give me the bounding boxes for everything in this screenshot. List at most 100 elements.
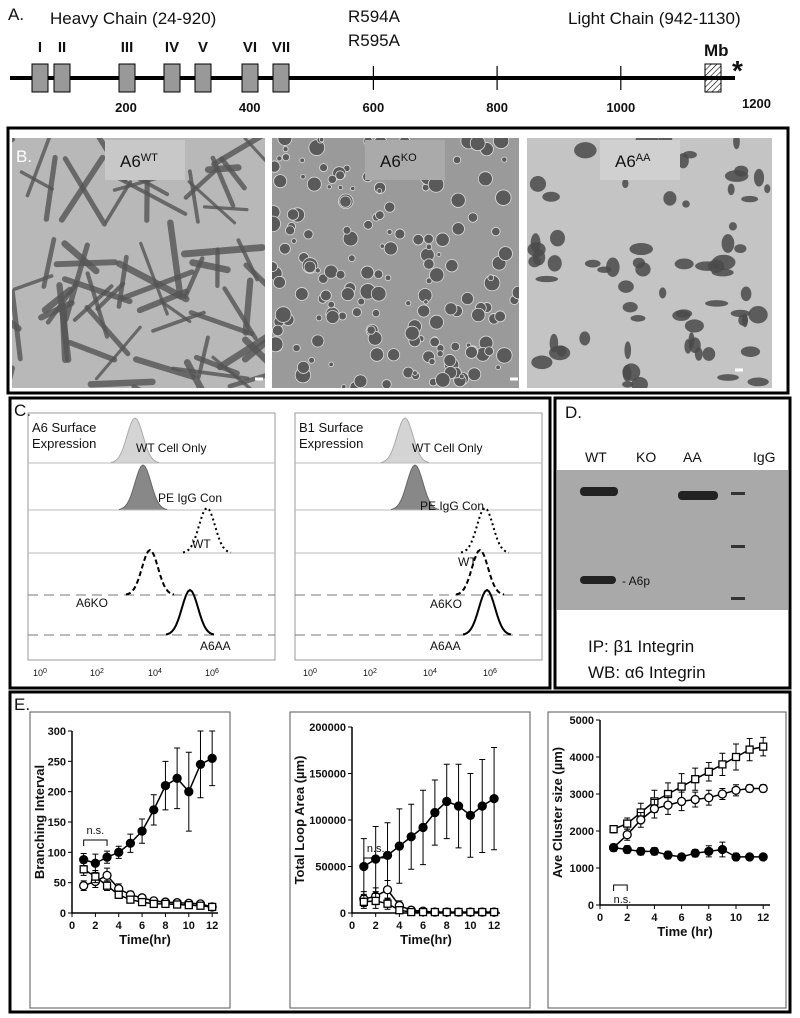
cell-cluster — [549, 333, 559, 353]
x-tick-label: 102 — [90, 668, 104, 679]
cell-cluster — [335, 269, 346, 280]
micrograph-texture — [12, 138, 771, 388]
y-tick-label: 1000 — [570, 863, 594, 875]
cell-cluster — [629, 242, 653, 256]
marker — [184, 787, 194, 797]
marker — [196, 901, 205, 910]
y-tick-label: 0 — [588, 900, 594, 912]
cell-network — [112, 174, 188, 216]
histogram — [110, 417, 160, 463]
cell-cluster — [360, 265, 375, 280]
x-tick-label: 2 — [92, 920, 98, 932]
marker — [359, 861, 369, 872]
domain — [272, 63, 290, 93]
ip-label: IP: β1 Integrin — [588, 637, 694, 656]
marker — [731, 752, 741, 762]
cell-cluster — [348, 254, 356, 262]
cell-cluster — [684, 319, 704, 333]
tick-base: 10 — [33, 668, 43, 678]
marker — [91, 872, 100, 881]
cell-cluster — [492, 138, 510, 149]
cell-cluster — [276, 155, 283, 162]
cell-network — [19, 170, 55, 191]
series-line — [613, 846, 764, 858]
ladder — [731, 597, 745, 600]
x-tick-label: 106 — [205, 668, 219, 679]
cell-cluster — [273, 174, 288, 189]
marker — [744, 783, 755, 794]
light-chain: Light Chain (942-1130) — [568, 9, 741, 28]
label: A6 — [120, 152, 141, 171]
marker — [718, 760, 727, 769]
panel-frame — [8, 396, 552, 690]
cell-cluster — [381, 379, 392, 388]
lane-label: IgG — [753, 449, 776, 465]
mutation: R594A — [348, 7, 401, 26]
cell-cluster — [702, 347, 716, 361]
cell-cluster — [285, 225, 296, 236]
cell-cluster — [435, 232, 450, 247]
band-label: - A6p — [622, 574, 650, 588]
chart: 0 50000 100000 150000 200000 0 2 4 6 8 10 12 Time(hr… — [289, 711, 531, 1009]
label: A6 — [615, 152, 636, 171]
cell-cluster — [353, 374, 368, 388]
marker — [208, 902, 217, 912]
x-tick-label: 8 — [706, 912, 712, 924]
marker — [394, 841, 405, 851]
label: A6 — [380, 152, 401, 171]
cell-cluster — [740, 346, 761, 357]
tick-base: 10 — [148, 668, 158, 678]
y-tick-label: 250 — [48, 756, 66, 768]
marker — [704, 767, 713, 776]
cell-network — [62, 156, 107, 227]
x-tick-label: 0 — [349, 920, 355, 932]
x-tick-label: 0 — [597, 912, 603, 924]
cell-network — [171, 366, 250, 381]
cell-network — [95, 281, 126, 311]
cell-cluster — [279, 242, 291, 255]
marker — [677, 782, 686, 791]
cell-cluster — [429, 336, 440, 348]
panel-label: C. — [14, 401, 31, 420]
cell-cluster — [724, 170, 749, 182]
cell-cluster — [327, 300, 335, 309]
cell-cluster — [542, 191, 560, 202]
image-label: A6KO — [380, 152, 417, 171]
cell-network — [180, 244, 265, 258]
y-tick-label: 2000 — [570, 826, 594, 838]
cell-cluster — [624, 341, 632, 360]
cell-cluster — [423, 233, 434, 245]
marker — [478, 907, 487, 917]
histogram — [462, 588, 512, 636]
chart-frame — [547, 711, 787, 1009]
histogram — [460, 506, 510, 554]
y-axis-label: Ave Cluster size (µm) — [550, 747, 565, 878]
cell-cluster — [384, 201, 396, 213]
x-tick-label: 10 — [183, 920, 195, 932]
plot-title: Expression — [299, 436, 363, 451]
cell-cluster — [369, 347, 385, 362]
marker — [172, 773, 182, 783]
x-tick-label: 0 — [69, 920, 75, 932]
cell-cluster — [319, 163, 328, 172]
cell-cluster — [294, 287, 309, 301]
cell-network — [202, 205, 249, 212]
cell-network — [61, 240, 100, 275]
marker — [717, 789, 728, 799]
marker — [371, 854, 381, 864]
panel-label: D. — [565, 403, 582, 422]
cell-cluster — [529, 176, 547, 192]
label-box — [105, 140, 185, 180]
marker — [477, 801, 487, 811]
cell-cluster — [352, 307, 362, 318]
marker — [184, 900, 193, 910]
x-tick-label: 100 — [33, 668, 47, 679]
cell-network — [12, 274, 54, 292]
marker — [161, 899, 170, 909]
row-label: A6AA — [200, 639, 231, 653]
cell-cluster — [733, 138, 740, 150]
cell-network — [133, 356, 196, 380]
cell-cluster — [436, 350, 444, 358]
marker — [717, 844, 728, 855]
series-line — [83, 757, 213, 865]
